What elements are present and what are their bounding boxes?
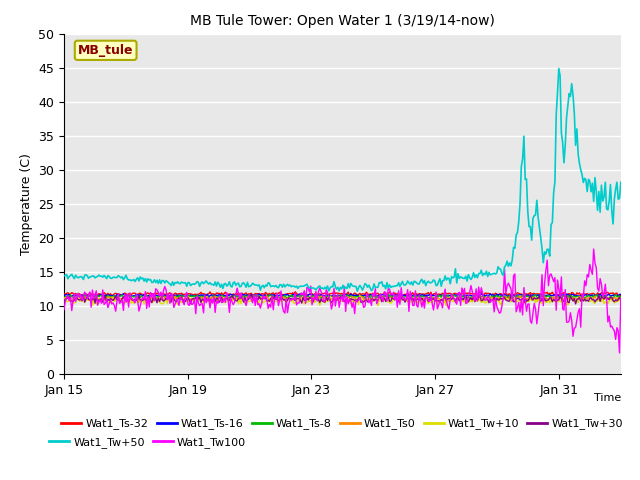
Title: MB Tule Tower: Open Water 1 (3/19/14-now): MB Tule Tower: Open Water 1 (3/19/14-now… — [190, 14, 495, 28]
Y-axis label: Temperature (C): Temperature (C) — [20, 153, 33, 255]
Legend: Wat1_Tw+50, Wat1_Tw100: Wat1_Tw+50, Wat1_Tw100 — [44, 433, 251, 453]
Text: MB_tule: MB_tule — [78, 44, 133, 57]
Text: Time: Time — [593, 393, 621, 403]
